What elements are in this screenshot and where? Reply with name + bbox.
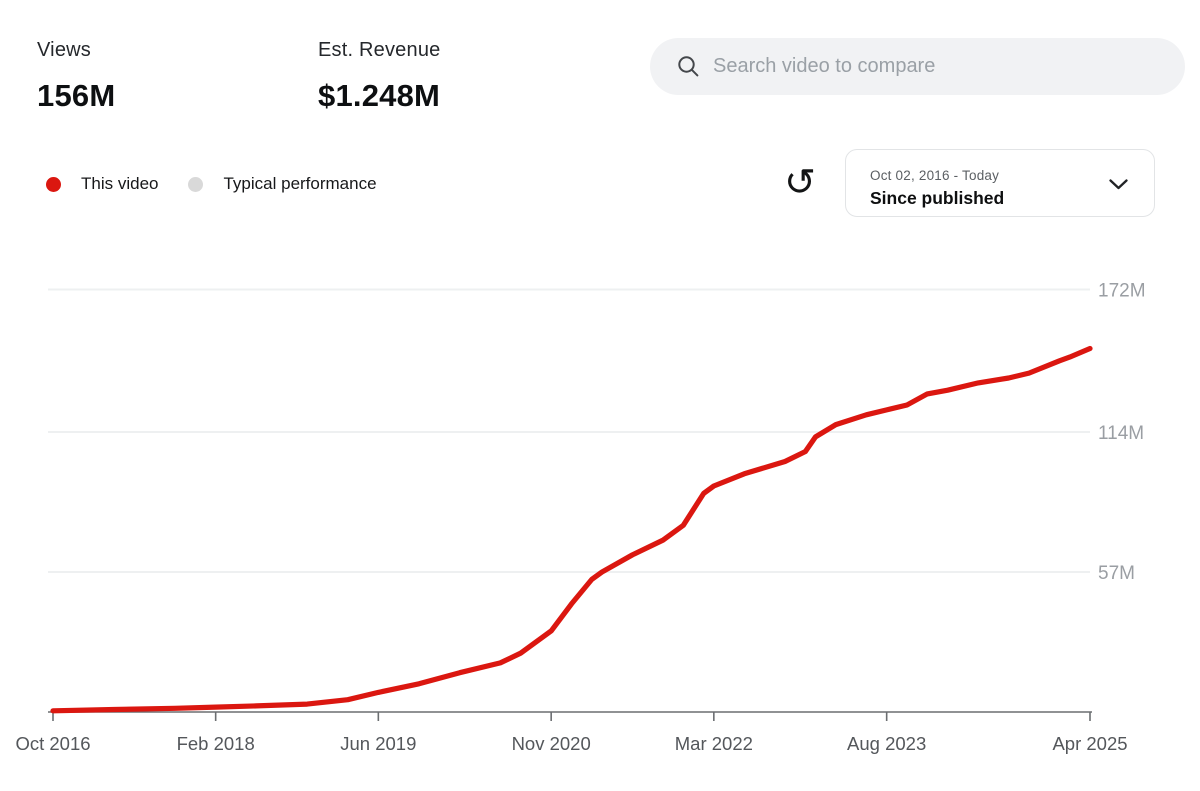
y-tick-label: 57M bbox=[1098, 563, 1135, 584]
typical-performance-dot-icon bbox=[188, 176, 204, 192]
y-tick-label: 114M bbox=[1098, 423, 1144, 444]
chart-legend: This video Typical performance bbox=[46, 174, 377, 194]
date-range-label: Since published bbox=[870, 188, 1005, 208]
views-stat-label: Views bbox=[37, 39, 91, 61]
legend-item-typical-performance[interactable]: Typical performance bbox=[188, 174, 377, 194]
date-range-text: Oct 02, 2016 - Today bbox=[870, 168, 1000, 183]
refresh-button[interactable]: ↺ bbox=[776, 158, 824, 206]
y-tick-label: 172M bbox=[1098, 281, 1146, 302]
legend-item-this-video[interactable]: This video bbox=[46, 174, 158, 194]
x-tick-label: Mar 2022 bbox=[675, 733, 753, 754]
views-line-chart[interactable]: 57M 114M 172M Oct 2016 Feb 2018 Jun 2019 Nov 2… bbox=[0, 230, 1200, 791]
revenue-stat-label: Est. Revenue bbox=[318, 39, 441, 61]
x-tick-label: Aug 2023 bbox=[847, 733, 926, 754]
legend-this-video-label: This video bbox=[81, 174, 159, 193]
this-video-dot-icon bbox=[46, 176, 61, 192]
x-tick-label: Apr 2025 bbox=[1052, 733, 1127, 754]
series-line-this-video bbox=[50, 345, 1093, 714]
date-range-dropdown[interactable]: Oct 02, 2016 - Today Since published bbox=[845, 149, 1155, 217]
search-input[interactable] bbox=[713, 55, 1161, 78]
search-box[interactable] bbox=[650, 38, 1185, 95]
views-stat-value: 156M bbox=[37, 78, 116, 113]
x-tick-label: Oct 2016 bbox=[15, 733, 90, 754]
x-tick-label: Jun 2019 bbox=[340, 733, 416, 754]
x-tick-label: Feb 2018 bbox=[177, 733, 255, 754]
legend-typical-performance-label: Typical performance bbox=[223, 174, 377, 193]
search-icon bbox=[678, 56, 699, 77]
revenue-stat: Est. Revenue $1.248M bbox=[318, 39, 440, 114]
refresh-icon: ↺ bbox=[784, 160, 816, 204]
chevron-down-icon bbox=[1109, 179, 1128, 190]
revenue-stat-value: $1.248M bbox=[318, 78, 441, 113]
x-tick-label: Nov 2020 bbox=[512, 733, 591, 754]
views-stat: Views 156M bbox=[37, 39, 115, 114]
